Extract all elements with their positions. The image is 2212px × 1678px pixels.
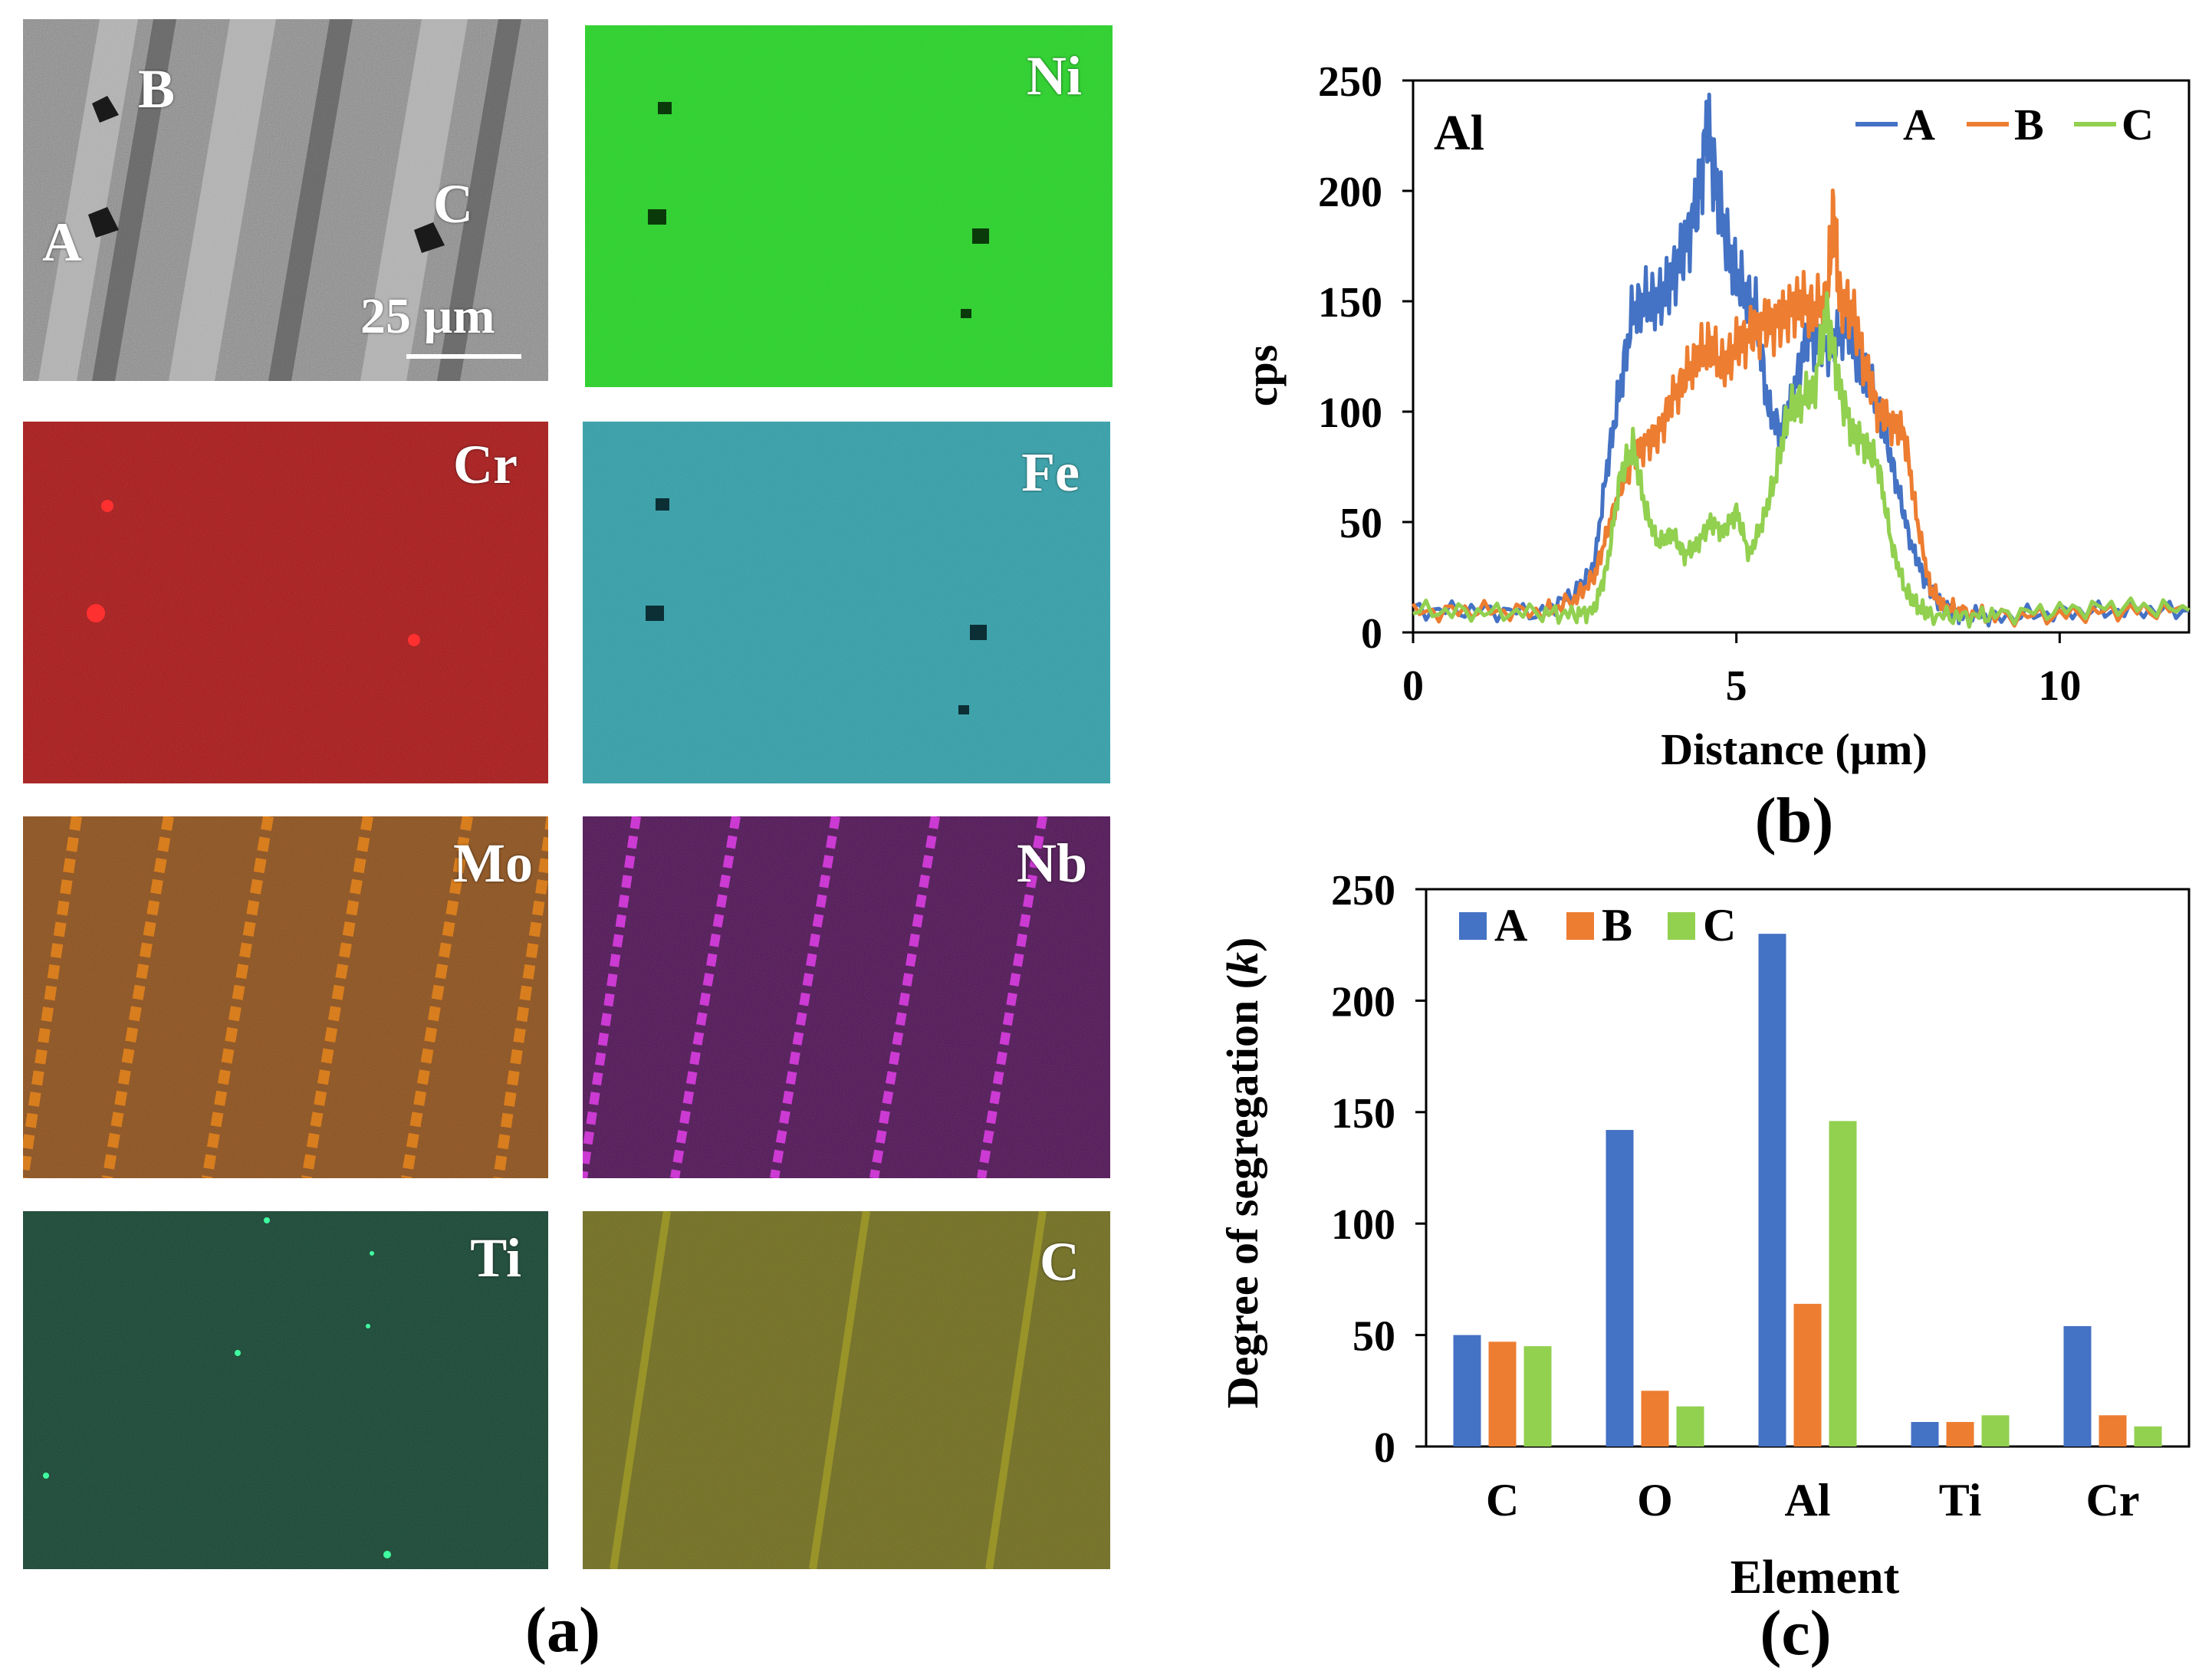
x-tick-label: Al [1785,1475,1831,1525]
x-tick-label: O [1637,1475,1673,1525]
x-tick-label: C [1486,1475,1519,1525]
ni-label: Ni [1027,45,1082,107]
ti-label: Ti [470,1227,521,1289]
panel-c-caption: (c) [1760,1598,1831,1669]
bar-cr-c [2134,1426,2162,1446]
y-axis-label: Degree of segregation (k) [1218,938,1267,1409]
point-label-a: A [42,212,82,273]
y-tick-label: 200 [1318,169,1382,216]
legend-label-b: B [2014,100,2044,149]
point-label-c: C [433,173,473,235]
y-tick-label: 100 [1318,389,1382,437]
y-tick-label: 150 [1318,279,1382,327]
axes-group: 0 50 100 150 200 250 C O Al Ti Cr [1331,867,2139,1525]
series-group [1411,92,2191,629]
x-tick-label: 0 [1402,662,1424,710]
bar-al-b [1793,1303,1822,1446]
c-label: C [1040,1231,1080,1292]
bars-group [1453,934,2162,1446]
point-label-b: B [138,58,176,120]
legend-label-a: A [1494,900,1527,951]
legend-label-c: C [2122,100,2154,149]
annotation-al: Al [1434,105,1484,161]
x-tick-label: Ti [1939,1475,1982,1525]
series-line-c [1412,291,2191,629]
bar-c-c [1523,1346,1552,1446]
y-tick-label: 0 [1361,610,1382,658]
y-tick-label: 200 [1331,978,1395,1026]
y-tick-label: 250 [1318,58,1382,106]
panel-a-caption: (a) [525,1594,600,1666]
legend-label-a: A [1903,100,1935,149]
bar-cr-b [2099,1415,2127,1446]
legend-swatch-a [1459,912,1487,940]
legend-swatch-c [1668,912,1695,940]
y-tick-label: 0 [1374,1424,1395,1472]
bar-ti-b [1946,1422,1974,1446]
bar-o-a [1606,1130,1634,1446]
y-tick-label: 50 [1353,1313,1395,1361]
y-axis-label-italic: k [1218,952,1267,974]
cr-label: Cr [453,434,518,495]
bar-ti-c [1981,1415,2010,1446]
y-tick-label: 150 [1331,1090,1395,1138]
sem-image: B A C 25 µm [23,19,548,381]
axes-group: 0 50 100 150 200 250 0 5 10 [1318,58,2081,710]
y-tick-label: 50 [1339,500,1382,547]
x-tick-label: 10 [2038,662,2081,710]
x-tick-label: Cr [2086,1475,2140,1525]
legend-label-b: B [1602,900,1632,951]
x-axis-label: Element [1730,1552,1900,1604]
nb-map: Nb [583,816,1110,1178]
indent-a [88,207,119,238]
legend: A B C [1855,100,2154,149]
legend-label-c: C [1703,900,1736,951]
y-tick-label: 250 [1331,867,1395,915]
x-tick-label: 5 [1726,662,1747,710]
legend-swatch-b [1566,912,1594,940]
panel-b-caption: (b) [1755,785,1834,856]
mo-map: Mo [23,816,548,1178]
bar-ti-a [1911,1422,1939,1446]
bar-o-b [1641,1391,1669,1446]
indent-c [414,222,445,253]
scale-bar-label: 25 µm [360,288,495,344]
bar-c-b [1488,1341,1517,1446]
fe-label: Fe [1021,442,1080,503]
series-line-b [1411,188,2191,628]
bar-al-c [1829,1121,1857,1446]
bar-c-a [1453,1335,1481,1446]
y-tick-label: 100 [1331,1201,1395,1249]
mo-label: Mo [453,832,533,894]
cr-map: Cr [23,422,548,783]
y-axis-label: cps [1237,345,1287,407]
c-map: C [583,1211,1110,1569]
indent-b [92,96,119,123]
bar-al-a [1758,934,1786,1446]
y-axis-label-main: Degree of segregation ( [1218,974,1267,1408]
x-axis-label: Distance (µm) [1661,724,1928,774]
y-axis-label-end: ) [1218,938,1267,952]
fe-map: Fe [583,422,1110,783]
bar-cr-a [2063,1325,2092,1446]
bar-o-c [1676,1406,1704,1446]
ti-map: Ti [23,1211,548,1569]
ni-map: Ni [585,25,1113,387]
nb-label: Nb [1016,832,1087,894]
legend: A B C [1459,900,1736,951]
